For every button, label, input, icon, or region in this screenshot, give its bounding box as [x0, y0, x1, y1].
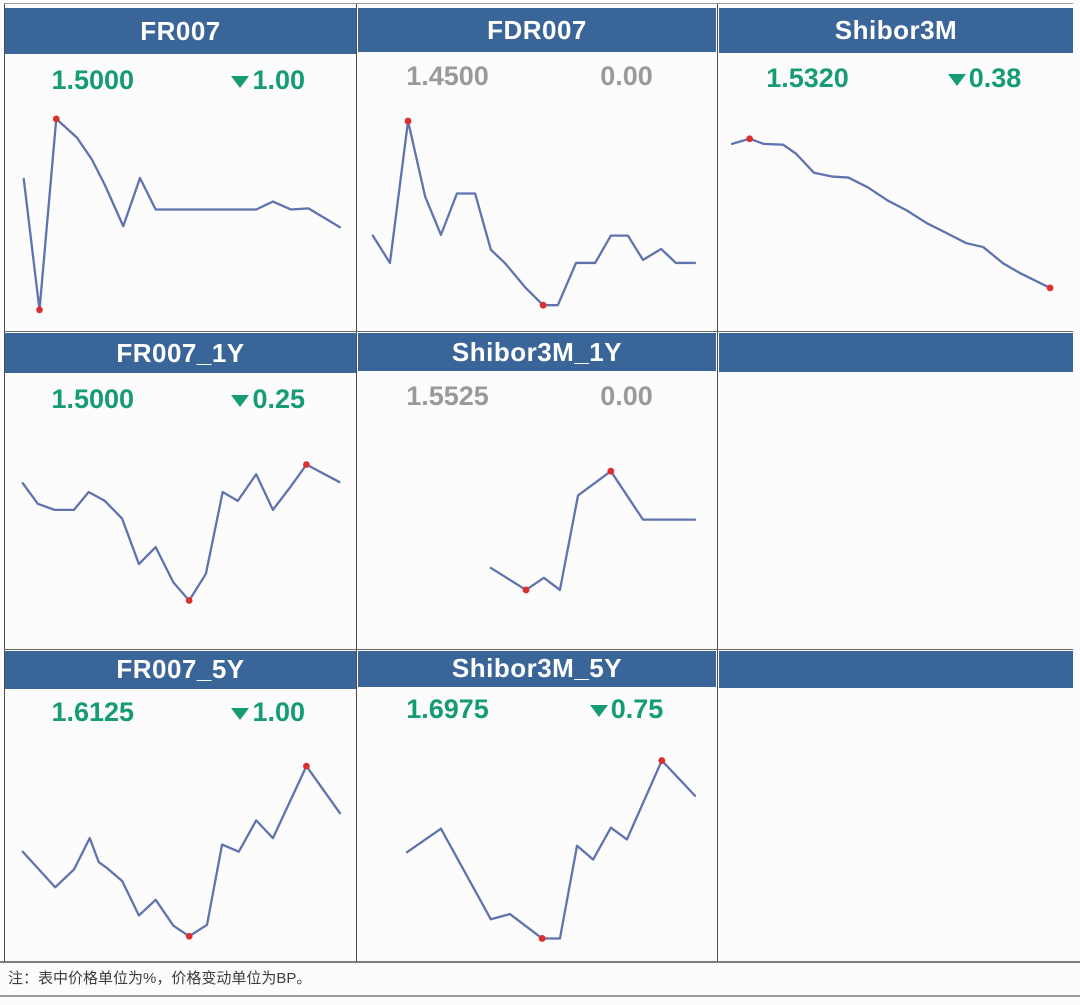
row-separator-1 — [4, 331, 1073, 332]
sparkline-chart — [5, 425, 356, 649]
extreme-point-marker — [746, 135, 754, 143]
sparkline-chart — [358, 733, 716, 961]
extreme-point-marker — [1046, 284, 1054, 292]
panel-price: 1.5000 — [51, 64, 135, 95]
empty-panel — [719, 333, 1073, 649]
down-triangle-icon — [589, 705, 608, 718]
panel-title: Shibor3M_5Y — [358, 651, 716, 687]
panel-change: 1.00 — [181, 697, 357, 728]
footnote-bottom-rule — [0, 995, 1080, 997]
footnote-top-rule — [0, 961, 1080, 963]
extreme-point-marker — [303, 461, 310, 469]
down-triangle-icon — [231, 394, 250, 407]
panel-change: 1.00 — [181, 65, 357, 96]
table-top-border — [4, 3, 1073, 4]
quote-panel-shibor3m_5y: Shibor3M_5Y 1.6975 0.75 — [358, 651, 716, 961]
sparkline-svg — [366, 467, 708, 594]
panel-change: 0.00 — [537, 61, 716, 92]
sparkline-svg — [727, 135, 1054, 292]
down-triangle-icon — [231, 708, 250, 721]
down-triangle-icon — [231, 75, 250, 88]
row-separator-2 — [4, 649, 1073, 650]
extreme-point-marker — [52, 115, 60, 123]
sparkline-svg — [13, 762, 348, 940]
panel-change-value: 1.00 — [252, 64, 306, 95]
panel-title: FR007_5Y — [5, 651, 356, 689]
panel-change-value: 0.38 — [968, 63, 1022, 94]
panel-change-value: 1.00 — [252, 697, 306, 728]
quote-panel-fdr007: FDR007 1.4500 0.00 — [358, 8, 716, 330]
column-separator-2 — [717, 3, 718, 961]
sparkline-chart — [358, 102, 716, 330]
panel-title — [719, 333, 1073, 373]
column-separator-1 — [356, 3, 357, 961]
panel-title: Shibor3M — [719, 8, 1073, 54]
panel-title: FR007_1Y — [5, 333, 356, 374]
panel-title: Shibor3M_1Y — [358, 333, 716, 372]
panel-price: 1.6125 — [51, 697, 135, 728]
panel-price: 1.5320 — [766, 63, 849, 94]
extreme-point-marker — [185, 933, 193, 940]
panel-title — [719, 651, 1073, 688]
panel-change: 0.00 — [537, 381, 716, 412]
extreme-point-marker — [303, 762, 310, 770]
sparkline-svg — [366, 756, 708, 942]
panel-change-value: 0.00 — [600, 380, 653, 411]
table-left-border — [4, 3, 5, 961]
extreme-point-marker — [539, 301, 547, 309]
panel-change: 0.38 — [896, 63, 1073, 94]
panel-price: 1.4500 — [406, 61, 489, 92]
sparkline-chart — [5, 106, 356, 330]
panel-change: 0.75 — [537, 694, 716, 725]
panel-title: FR007 — [5, 8, 356, 55]
quote-panel-shibor3m: Shibor3M 1.5320 0.38 — [719, 8, 1073, 330]
footnote: 注：表中价格单位为%，价格变动单位为BP。 — [8, 970, 312, 987]
sparkline-chart — [358, 421, 716, 649]
extreme-point-marker — [658, 756, 666, 764]
quote-panel-fr007_1y: FR007_1Y 1.5000 0.25 — [5, 333, 356, 649]
panel-title: FDR007 — [358, 8, 716, 53]
panel-price: 1.5000 — [51, 383, 135, 414]
quote-panel-fr007_5y: FR007_5Y 1.6125 1.00 — [5, 651, 356, 961]
sparkline-chart — [5, 737, 356, 961]
sparkline-chart — [719, 104, 1073, 330]
extreme-point-marker — [522, 586, 530, 594]
panel-change: 0.25 — [181, 384, 357, 415]
quote-panel-shibor3m_1y: Shibor3M_1Y 1.5525 0.00 — [358, 333, 716, 649]
sparkline-svg — [13, 461, 348, 605]
extreme-point-marker — [404, 117, 412, 125]
extreme-point-marker — [607, 467, 615, 475]
panel-price: 1.5525 — [406, 380, 489, 411]
panel-change-value: 0.25 — [252, 383, 306, 414]
panel-change-value: 0.75 — [610, 694, 664, 725]
extreme-point-marker — [538, 934, 546, 942]
sparkline-svg — [13, 115, 348, 314]
extreme-point-marker — [185, 597, 193, 605]
extreme-point-marker — [36, 306, 43, 314]
sparkline-svg — [366, 117, 708, 309]
panel-price: 1.6975 — [406, 694, 489, 725]
panel-change-value: 0.00 — [600, 61, 653, 92]
empty-panel — [719, 651, 1073, 961]
quote-panel-fr007: FR007 1.5000 1.00 — [5, 8, 356, 330]
down-triangle-icon — [947, 74, 966, 87]
